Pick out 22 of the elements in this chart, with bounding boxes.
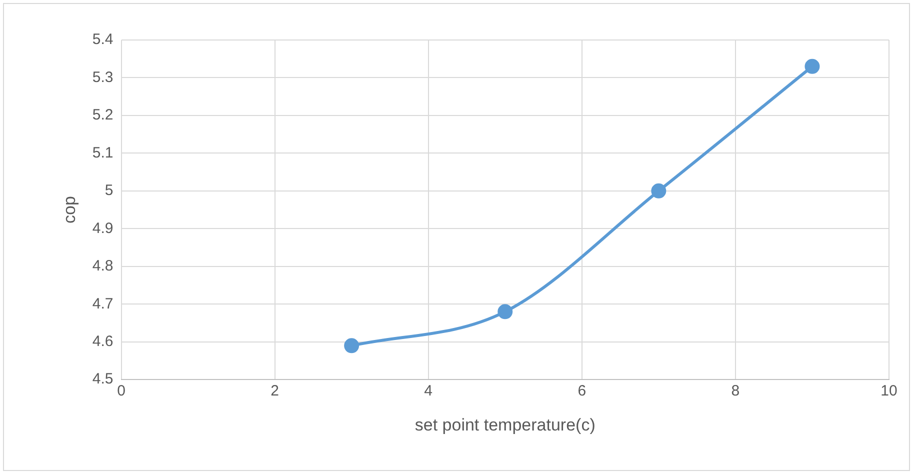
y-axis-title: cop <box>60 196 79 224</box>
x-tick-label: 8 <box>731 382 740 400</box>
point <box>804 58 820 74</box>
y-tick-label: 5.1 <box>92 144 114 162</box>
x-tick-label: 4 <box>424 382 433 400</box>
y-tick-label: 4.5 <box>92 370 114 388</box>
point <box>498 304 513 320</box>
y-tick-label: 5.4 <box>92 31 114 48</box>
y-tick-label: 5.2 <box>92 106 114 124</box>
y-tick-label: 5.3 <box>92 68 114 86</box>
y-tick-label: 4.8 <box>92 258 114 275</box>
x-tick-label: 0 <box>117 382 126 400</box>
x-tick-label: 6 <box>578 382 586 400</box>
y-tick-label: 4.9 <box>92 220 114 237</box>
y-tick-label: 4.7 <box>92 295 114 312</box>
point <box>344 338 360 354</box>
y-tick-label: 4.6 <box>92 333 114 350</box>
x-tick-label: 10 <box>880 382 898 400</box>
y-tick-label: 5 <box>104 182 114 200</box>
point <box>651 183 666 198</box>
x-tick-label: 2 <box>270 382 279 400</box>
x-axis-title: set point temperature(c) <box>414 415 596 434</box>
